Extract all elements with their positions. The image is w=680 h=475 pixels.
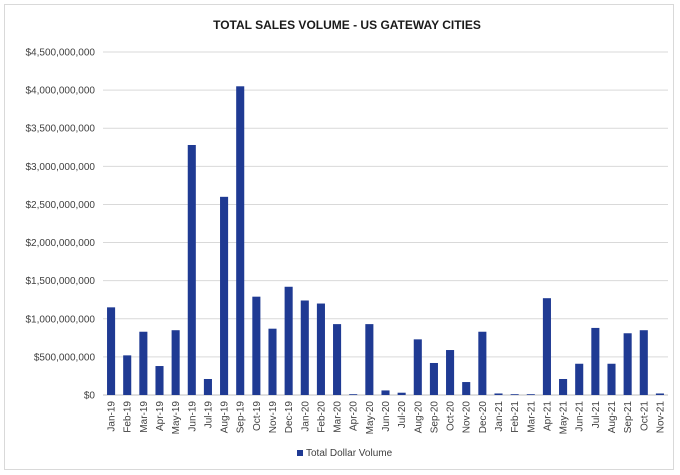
bar-aug-20 [413, 339, 422, 395]
bar-jun-20 [381, 390, 390, 395]
bar-sep-19 [236, 86, 245, 396]
x-tick-label: May-21 [559, 401, 570, 435]
x-tick-label: Mar-19 [139, 401, 150, 433]
y-tick-label: $4,000,000,000 [25, 86, 95, 97]
y-tick-label: $500,000,000 [34, 352, 96, 363]
x-tick-label: Apr-19 [155, 401, 166, 431]
x-tick-label: Sep-20 [429, 401, 440, 434]
x-tick-label: Jun-20 [381, 401, 392, 432]
bar-jul-19 [203, 378, 212, 395]
y-tick-label: $3,000,000,000 [25, 162, 95, 173]
bars [107, 86, 664, 396]
gridlines [103, 51, 668, 396]
bar-apr-21 [542, 298, 551, 395]
x-tick-label: Nov-20 [462, 401, 473, 434]
bar-jul-21 [591, 327, 600, 395]
y-tick-label: $2,000,000,000 [25, 238, 95, 249]
x-tick-label: Nov-21 [655, 401, 666, 434]
bar-may-19 [171, 330, 180, 395]
x-tick-label: Oct-19 [252, 401, 263, 431]
bar-aug-19 [220, 196, 229, 395]
x-tick-label: Mar-20 [333, 401, 344, 433]
x-tick-label: Dec-20 [478, 401, 489, 434]
x-tick-label: Apr-20 [349, 401, 360, 431]
x-tick-label: Apr-21 [542, 401, 553, 431]
bar-feb-20 [316, 303, 325, 395]
chart-title: TOTAL SALES VOLUME - US GATEWAY CITIES [213, 18, 481, 32]
x-tick-label: Aug-21 [607, 401, 618, 434]
x-axis: Jan-19 Feb-19 Mar-19 Apr-19 May-19 Jun-19 Jul-… [107, 401, 667, 435]
bar-aug-21 [607, 363, 616, 395]
bar-may-21 [559, 378, 568, 395]
x-tick-label: Feb-21 [510, 401, 521, 433]
y-tick-label: $2,500,000,000 [25, 200, 95, 211]
x-tick-label: Jan-20 [300, 401, 311, 432]
bar-nov-21 [655, 393, 664, 395]
x-tick-label: Jan-21 [494, 401, 505, 432]
bar-jun-19 [187, 144, 196, 395]
x-tick-label: Sep-19 [236, 401, 247, 434]
bar-jan-21 [494, 393, 503, 395]
bar-mar-21 [526, 394, 535, 395]
x-tick-label: Jun-19 [187, 401, 198, 432]
bar-jan-19 [107, 307, 116, 395]
x-tick-label: Nov-19 [268, 401, 279, 434]
bar-nov-20 [462, 382, 471, 395]
y-tick-label: $3,500,000,000 [25, 124, 95, 135]
x-tick-label: Oct-21 [639, 401, 650, 431]
y-axis: $0 $500,000,000 $1,000,000,000 $1,500,000,0… [25, 48, 95, 402]
bar-jul-20 [397, 392, 406, 395]
legend-label: Total Dollar Volume [306, 448, 393, 459]
bar-apr-19 [155, 366, 164, 395]
x-tick-label: Aug-19 [220, 401, 231, 434]
x-tick-label: Sep-21 [623, 401, 634, 434]
x-tick-label: Feb-20 [316, 401, 327, 433]
x-tick-label: May-20 [365, 401, 376, 435]
bar-oct-20 [446, 350, 455, 395]
x-tick-label: Jul-21 [591, 401, 602, 429]
bar-jan-20 [300, 300, 309, 395]
x-tick-label: Feb-19 [123, 401, 134, 433]
x-tick-label: Jul-20 [397, 401, 408, 429]
bar-nov-19 [268, 328, 277, 395]
y-tick-label: $1,000,000,000 [25, 314, 95, 325]
bar-may-20 [365, 324, 374, 395]
x-tick-label: Jan-19 [107, 401, 118, 432]
bar-feb-21 [510, 394, 519, 395]
bar-jun-21 [575, 363, 584, 395]
bar-mar-20 [333, 324, 342, 395]
bar-mar-19 [139, 331, 148, 395]
x-tick-label: Oct-20 [446, 401, 457, 431]
x-tick-label: Jun-21 [575, 401, 586, 432]
bar-dec-19 [284, 286, 293, 395]
legend: Total Dollar Volume [297, 448, 393, 459]
bar-oct-21 [639, 330, 648, 395]
bar-sep-21 [623, 333, 632, 395]
bar-oct-19 [252, 296, 261, 395]
x-tick-label: Jul-19 [203, 401, 214, 429]
y-tick-label: $1,500,000,000 [25, 276, 95, 287]
bar-dec-20 [478, 331, 487, 395]
bar-sep-20 [429, 362, 438, 395]
x-tick-label: Mar-21 [526, 401, 537, 433]
y-tick-label: $4,500,000,000 [25, 48, 95, 59]
x-tick-label: Aug-20 [413, 401, 424, 434]
x-tick-label: May-19 [171, 401, 182, 435]
y-tick-label: $0 [84, 391, 96, 402]
bar-feb-19 [123, 355, 132, 395]
legend-swatch [297, 450, 303, 456]
x-tick-label: Dec-19 [284, 401, 295, 434]
bar-apr-20 [349, 394, 358, 395]
